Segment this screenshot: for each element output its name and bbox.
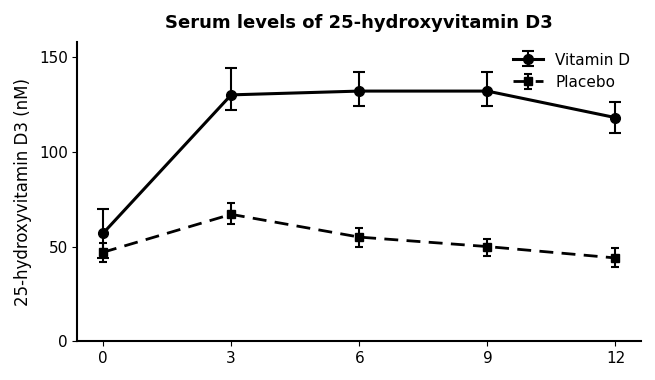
Legend: Vitamin D, Placebo: Vitamin D, Placebo: [506, 46, 637, 97]
Title: Serum levels of 25-hydroxyvitamin D3: Serum levels of 25-hydroxyvitamin D3: [166, 14, 553, 32]
Y-axis label: 25-hydroxyvitamin D3 (nM): 25-hydroxyvitamin D3 (nM): [14, 78, 32, 306]
